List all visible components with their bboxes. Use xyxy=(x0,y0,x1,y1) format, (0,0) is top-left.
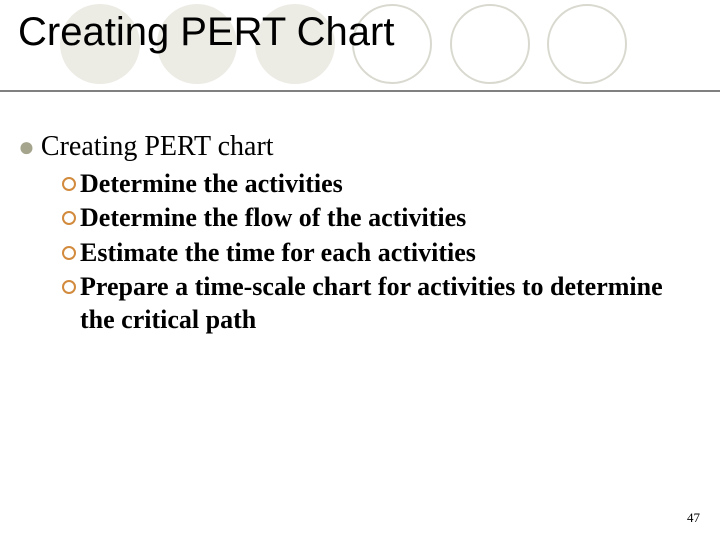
title-area: Creating PERT Chart xyxy=(18,10,394,55)
bullet-level2: Determine the activities xyxy=(62,168,698,201)
level2-text: Determine the activities xyxy=(80,168,343,201)
hollow-circle-bullet-icon xyxy=(62,177,76,191)
level2-text: Estimate the time for each activities xyxy=(80,237,476,270)
bullet-level2: Prepare a time-scale chart for activitie… xyxy=(62,271,698,336)
title-underline xyxy=(0,90,720,92)
disc-bullet-icon: ● xyxy=(18,132,35,163)
level2-text: Determine the flow of the activities xyxy=(80,202,466,235)
level2-text: Prepare a time-scale chart for activitie… xyxy=(80,271,698,336)
bg-circle xyxy=(547,4,627,84)
content-area: ● Creating PERT chart Determine the acti… xyxy=(18,130,698,338)
bullet-level2: Estimate the time for each activities xyxy=(62,237,698,270)
bg-circle xyxy=(450,4,530,84)
slide-title: Creating PERT Chart xyxy=(18,10,394,55)
hollow-circle-bullet-icon xyxy=(62,211,76,225)
hollow-circle-bullet-icon xyxy=(62,246,76,260)
bullet-level1: ● Creating PERT chart xyxy=(18,130,698,164)
hollow-circle-bullet-icon xyxy=(62,280,76,294)
level1-text: Creating PERT chart xyxy=(41,130,274,164)
page-number: 47 xyxy=(687,510,700,526)
bullet-level2: Determine the flow of the activities xyxy=(62,202,698,235)
